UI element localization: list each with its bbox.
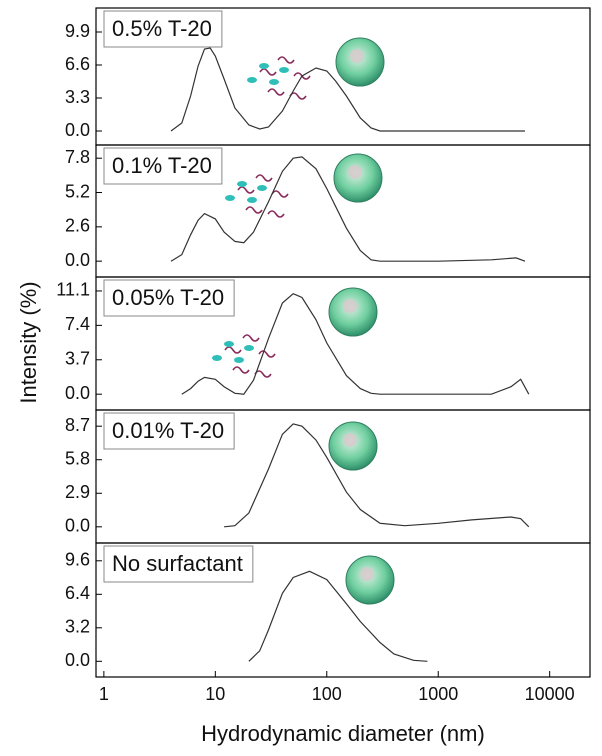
panel-label-box	[103, 412, 235, 450]
surfactant-icon	[237, 186, 255, 194]
virus-core	[343, 299, 357, 313]
y-tick-label: 0.0	[65, 383, 90, 403]
panel-label-box	[103, 10, 223, 48]
protein-icon	[237, 181, 247, 187]
data-line	[224, 423, 530, 528]
protein-icon	[279, 67, 289, 73]
panel-label-group: 0.01% T-20	[103, 412, 235, 450]
protein-icon	[269, 79, 279, 85]
panel-label: 0.05% T-20	[112, 285, 224, 310]
y-tick-label: 9.9	[65, 21, 90, 41]
panel-label: No surfactant	[112, 551, 243, 576]
data-line	[181, 293, 530, 395]
protein-icon	[224, 341, 234, 347]
y-tick-label: 3.3	[65, 87, 90, 107]
x-tick-label: 10	[205, 684, 225, 704]
y-tick-label: 3.2	[65, 617, 90, 637]
panel-label-box	[103, 279, 235, 317]
y-axis-label: Intensity (%)	[16, 281, 41, 403]
protein-icon	[247, 197, 257, 203]
x-tick-label: 10000	[525, 684, 575, 704]
panel-label-group: 0.5% T-20	[103, 10, 223, 48]
surfactant-icon	[232, 366, 250, 374]
y-tick-label: 7.4	[65, 314, 90, 334]
panel-label-box	[103, 545, 254, 583]
y-tick-label: 0.0	[65, 650, 90, 670]
y-tick-label: 3.7	[65, 349, 90, 369]
y-tick-label: 6.4	[65, 583, 90, 603]
protein-icon	[225, 195, 235, 201]
y-tick-label: 6.6	[65, 54, 90, 74]
panel-label: 0.01% T-20	[112, 418, 224, 443]
surfactant-icon	[254, 370, 272, 378]
virus-core	[360, 567, 374, 581]
panel-label: 0.1% T-20	[112, 153, 212, 178]
surfactant-icon	[267, 88, 285, 96]
surfactant-icon	[258, 350, 276, 358]
surfactant-icon	[267, 210, 285, 218]
surfactant-icon	[271, 190, 289, 198]
surfactant-icon	[255, 174, 273, 182]
surfactant-icon	[277, 56, 295, 64]
surfactant-icon	[259, 68, 277, 76]
surfactant-icon	[245, 206, 263, 214]
x-tick-label: 1000	[418, 684, 458, 704]
y-tick-label: 0.0	[65, 250, 90, 270]
y-tick-label: 5.8	[65, 448, 90, 468]
protein-icon	[259, 63, 269, 69]
virus-core	[343, 433, 357, 447]
y-tick-label: 8.7	[65, 415, 90, 435]
protein-icon	[247, 77, 257, 83]
y-tick-label: 9.6	[65, 550, 90, 570]
y-tick-label: 5.2	[65, 181, 90, 201]
panel-label-group: 0.1% T-20	[103, 147, 223, 185]
surfactant-icon	[224, 346, 242, 354]
protein-icon	[212, 355, 222, 361]
y-tick-label: 0.0	[65, 516, 90, 536]
panel-label-box	[103, 147, 223, 185]
y-tick-label: 2.6	[65, 216, 90, 236]
y-tick-label: 2.9	[65, 482, 90, 502]
virus-core	[350, 49, 364, 63]
surfactant-icon	[289, 92, 307, 100]
data-line	[248, 570, 428, 662]
panel-label-group: 0.05% T-20	[103, 279, 235, 317]
x-tick-label: 1	[99, 684, 109, 704]
y-tick-label: 7.8	[65, 147, 90, 167]
y-tick-label: 0.0	[65, 120, 90, 140]
protein-icon	[244, 345, 254, 351]
data-line	[170, 156, 526, 262]
x-axis-label: Hydrodynamic diameter (nm)	[201, 721, 485, 746]
panel-label: 0.5% T-20	[112, 16, 212, 41]
protein-icon	[234, 357, 244, 363]
surfactant-icon	[242, 334, 260, 342]
panel-label-group: No surfactant	[103, 545, 254, 583]
data-line	[170, 47, 525, 132]
x-tick-label: 100	[312, 684, 342, 704]
virus-core	[348, 165, 362, 179]
panel-frame	[95, 542, 591, 678]
protein-icon	[257, 185, 267, 191]
y-tick-label: 11.1	[56, 280, 90, 300]
